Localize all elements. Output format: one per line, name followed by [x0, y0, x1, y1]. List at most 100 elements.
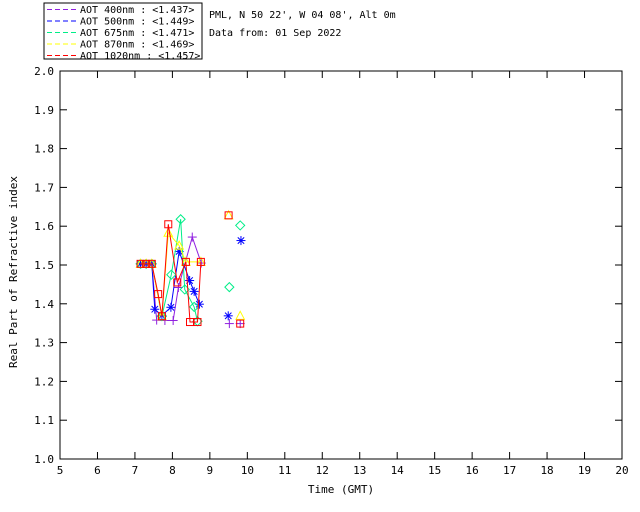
plus-marker [224, 319, 234, 329]
square-marker-shape [147, 259, 156, 268]
square-marker-shape [136, 259, 145, 268]
x-tick-label: 11 [278, 464, 291, 477]
legend-item-675nm: AOT 675nm : <1.471> [47, 28, 194, 39]
legend-label: AOT 500nm : <1.449> [80, 17, 194, 28]
square-marker-shape [173, 278, 182, 287]
x-tick-label: 8 [169, 464, 176, 477]
triangle-marker-shape [163, 227, 174, 237]
square-marker [224, 211, 233, 220]
plus-marker [168, 315, 178, 325]
square-marker-shape [193, 318, 202, 327]
x-axis-label: Time (GMT) [308, 483, 374, 496]
square-marker [196, 257, 205, 266]
asterisk-marker-part [190, 287, 198, 295]
legend-item-870nm: AOT 870nm : <1.469> [47, 40, 194, 51]
square-marker [164, 220, 173, 229]
plus-marker [173, 283, 183, 293]
asterisk-marker-part [151, 305, 159, 313]
x-tick-label: 15 [428, 464, 441, 477]
triangle-marker-shape [235, 310, 246, 320]
asterisk-marker [189, 286, 199, 296]
y-tick-label: 1.8 [34, 143, 54, 156]
legend-label: AOT 675nm : <1.471> [80, 28, 194, 39]
x-tick-label: 7 [132, 464, 139, 477]
y-tick-label: 2.0 [34, 65, 54, 78]
diamond-marker [224, 281, 235, 293]
site-info-text: PML, N 50 22', W 04 08', Alt 0m [209, 10, 396, 21]
asterisk-marker [236, 236, 246, 246]
x-tick-label: 16 [466, 464, 479, 477]
square-marker [181, 257, 190, 266]
y-tick-label: 1.3 [34, 337, 54, 350]
plot-area: 5 6 7 8 9 10 11 12 13 14 15 16 17 18 19 20 1.0 1.1 1.2 1.3 1… [34, 2, 629, 477]
square-marker-shape [224, 211, 233, 220]
y-tick-label: 1.9 [34, 104, 54, 117]
triangle-marker [163, 227, 174, 237]
square-marker-shape [236, 319, 245, 328]
x-tick-label: 18 [540, 464, 553, 477]
diamond-marker-shape [166, 269, 177, 280]
asterisk-marker [194, 299, 204, 309]
square-marker [136, 259, 145, 268]
legend-label: AOT 870nm : <1.469> [80, 40, 194, 51]
diamond-marker [166, 269, 177, 280]
square-marker-shape [164, 220, 173, 229]
x-tick-label: 20 [615, 464, 628, 477]
legend-item-1020nm: AOT 1020nm : <1.457> [47, 51, 200, 62]
y-tick-label: 1.0 [34, 453, 54, 466]
square-marker [193, 318, 202, 327]
diamond-marker [188, 301, 200, 313]
square-marker-shape [142, 259, 151, 268]
square-marker [157, 312, 166, 321]
asterisk-marker-part [237, 237, 245, 245]
square-marker-shape [154, 290, 163, 299]
y-tick-label: 1.7 [34, 181, 54, 194]
square-marker [236, 319, 245, 328]
diamond-marker [235, 220, 246, 231]
square-marker-shape [157, 312, 166, 321]
y-axis-label: Real Part of Refractive index [7, 176, 20, 368]
y-tick-label: 1.6 [34, 220, 54, 233]
asterisk-marker-part [195, 300, 203, 308]
legend-item-500nm: AOT 500nm : <1.449> [47, 17, 194, 28]
legend-item-400nm: AOT 400nm : <1.437> [47, 5, 194, 16]
y-tick-label: 1.1 [34, 414, 54, 427]
triangle-marker [235, 310, 246, 320]
diamond-marker-shape [235, 220, 246, 231]
x-tick-label: 9 [207, 464, 214, 477]
asterisk-marker [166, 302, 176, 312]
square-marker-shape [196, 257, 205, 266]
legend-label: AOT 1020nm : <1.457> [80, 51, 200, 62]
legend-box [43, 2, 203, 60]
x-tick-label: 17 [503, 464, 516, 477]
x-tick-label: 19 [578, 464, 591, 477]
x-tick-label: 14 [391, 464, 405, 477]
asterisk-marker-part [224, 312, 232, 320]
square-marker [147, 259, 156, 268]
date-info-text: Data from: 01 Sep 2022 [209, 28, 341, 39]
square-marker [154, 290, 163, 299]
diamond-marker-shape [188, 301, 200, 313]
square-marker-shape [181, 257, 190, 266]
y-tick-label: 1.5 [34, 259, 54, 272]
asterisk-marker-part [167, 303, 175, 311]
y-tick-label: 1.4 [34, 298, 54, 311]
x-tick-label: 6 [94, 464, 101, 477]
plus-marker [187, 232, 197, 242]
legend-label: AOT 400nm : <1.437> [80, 5, 194, 16]
asterisk-marker [150, 304, 160, 314]
diamond-marker-shape [224, 281, 235, 293]
triangle-marker-shape [174, 240, 185, 250]
square-marker [173, 278, 182, 287]
triangle-marker [174, 240, 185, 250]
x-tick-label: 5 [57, 464, 64, 477]
diamond-marker-shape [175, 214, 186, 225]
y-tick-label: 1.2 [34, 375, 54, 388]
asterisk-marker [223, 311, 233, 321]
x-tick-label: 12 [316, 464, 329, 477]
square-marker [142, 259, 151, 268]
x-tick-label: 13 [353, 464, 366, 477]
diamond-marker [175, 214, 186, 225]
